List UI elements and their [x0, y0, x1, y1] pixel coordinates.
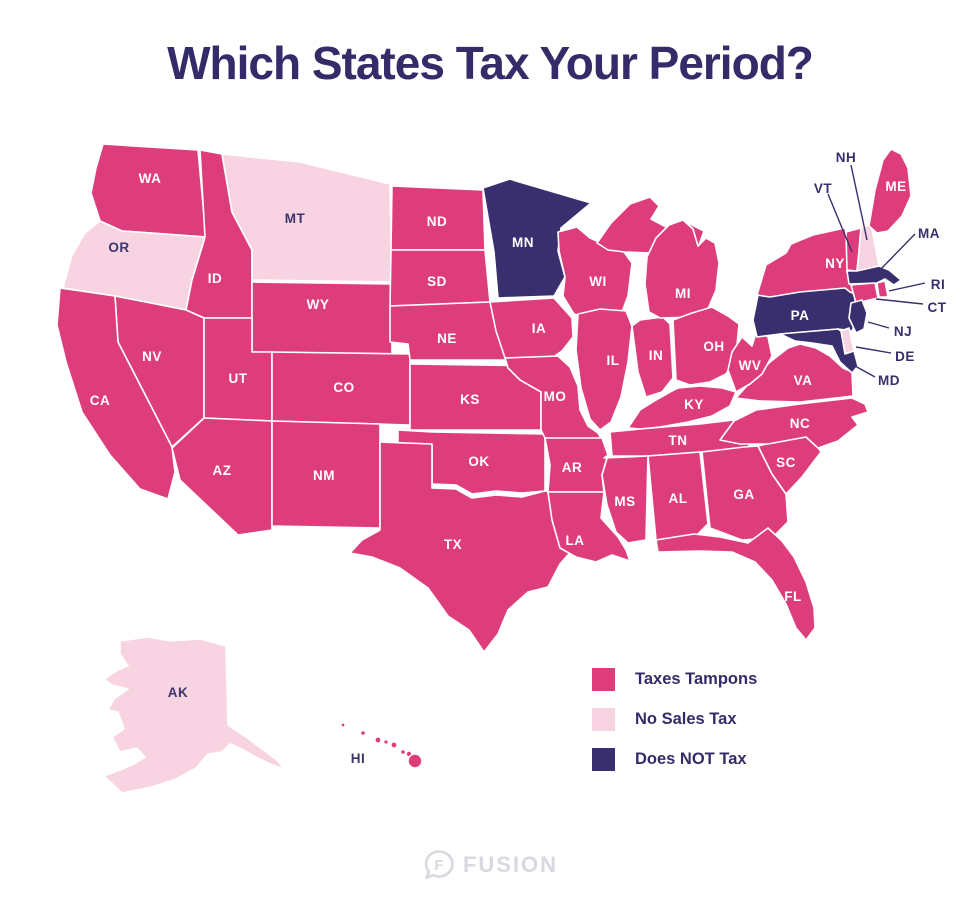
page-title: Which States Tax Your Period?: [167, 37, 814, 89]
state-label-mt: MT: [285, 211, 306, 226]
state-mt: [221, 153, 393, 283]
state-label-ut: UT: [229, 371, 248, 386]
state-ms: [601, 454, 649, 544]
state-nc: [719, 397, 869, 449]
state-ak: [103, 636, 285, 794]
legend-label-does-not-tax: Does NOT Tax: [635, 750, 747, 768]
callout-label-ri: RI: [931, 277, 946, 292]
state-label-va: VA: [794, 373, 813, 388]
state-va: [735, 343, 854, 403]
state-label-or: OR: [108, 240, 129, 255]
legend-label-taxes-tampons: Taxes Tampons: [635, 670, 758, 688]
state-ca: [56, 287, 176, 500]
state-al: [647, 451, 709, 541]
state-in: [631, 316, 674, 398]
state-md: [779, 328, 859, 374]
state-label-ny: NY: [825, 256, 845, 271]
state-label-nm: NM: [313, 468, 335, 483]
state-fl: [655, 527, 816, 641]
state-label-ar: AR: [562, 460, 583, 475]
legend-item-does-not-tax: Does NOT Tax: [592, 748, 757, 771]
state-label-in: IN: [649, 348, 664, 363]
callout-label-ct: CT: [928, 300, 947, 315]
leader-line-ct: [875, 298, 924, 305]
state-label-wa: WA: [139, 171, 162, 186]
state-label-ky: KY: [684, 397, 704, 412]
state-label-ks: KS: [460, 392, 480, 407]
state-label-mi: MI: [675, 286, 691, 301]
state-label-wv: WV: [739, 358, 762, 373]
callout-label-nj: NJ: [894, 324, 912, 339]
leader-line-ma: [877, 233, 916, 273]
state-la: [547, 491, 631, 563]
legend-swatch-does-not-tax: [592, 748, 615, 771]
state-nj: [848, 299, 868, 334]
state-label-il: IL: [607, 353, 620, 368]
state-label-hi: HI: [351, 751, 366, 766]
state-label-nc: NC: [790, 416, 811, 431]
state-ia: [489, 297, 574, 359]
state-label-al: AL: [669, 491, 688, 506]
state-label-id: ID: [208, 271, 223, 286]
legend-item-no-sales-tax: No Sales Tax: [592, 708, 757, 731]
state-label-oh: OH: [703, 339, 724, 354]
state-label-la: LA: [566, 533, 585, 548]
leader-line-vt: [827, 193, 853, 253]
leader-line-de: [855, 346, 892, 354]
state-mn: [482, 178, 592, 299]
fusion-logo: F FUSION: [0, 848, 980, 882]
state-label-co: CO: [333, 380, 354, 395]
state-label-mn: MN: [512, 235, 534, 250]
state-label-fl: FL: [784, 589, 802, 604]
callout-label-md: MD: [878, 373, 900, 388]
state-label-nv: NV: [142, 349, 162, 364]
callout-label-de: DE: [895, 349, 915, 364]
callout-label-ma: MA: [918, 226, 940, 241]
state-label-me: ME: [885, 179, 906, 194]
state-label-ia: IA: [532, 321, 547, 336]
state-label-sd: SD: [427, 274, 447, 289]
leader-line-nj: [867, 321, 890, 329]
state-label-ms: MS: [614, 494, 635, 509]
state-il: [575, 308, 633, 431]
state-wy: [251, 281, 393, 355]
state-label-wy: WY: [307, 297, 330, 312]
svg-text:F: F: [434, 857, 443, 874]
fusion-logo-icon: F: [424, 850, 454, 880]
state-label-wi: WI: [589, 274, 607, 289]
state-ri: [876, 280, 889, 298]
state-label-ne: NE: [437, 331, 457, 346]
state-me: [868, 148, 912, 234]
legend-swatch-no-sales-tax: [592, 708, 615, 731]
state-label-sc: SC: [776, 455, 796, 470]
leader-line-ri: [888, 282, 926, 292]
legend-item-taxes-tampons: Taxes Tampons: [592, 668, 757, 691]
state-ga: [701, 445, 789, 541]
callout-label-vt: VT: [814, 181, 833, 196]
state-label-nd: ND: [427, 214, 448, 229]
state-label-ga: GA: [733, 487, 754, 502]
state-label-az: AZ: [213, 463, 232, 478]
state-label-ca: CA: [90, 393, 111, 408]
state-label-ak: AK: [168, 685, 189, 700]
leader-line-nh: [850, 164, 868, 241]
state-ct: [850, 282, 879, 304]
legend: Taxes Tampons No Sales Tax Does NOT Tax: [592, 668, 757, 771]
state-wa: [90, 143, 207, 238]
callout-label-nh: NH: [836, 150, 857, 165]
state-label-ok: OK: [468, 454, 489, 469]
state-hi: [339, 721, 423, 769]
legend-label-no-sales-tax: No Sales Tax: [635, 710, 737, 728]
state-label-tx: TX: [444, 537, 462, 552]
fusion-logo-text: FUSION: [462, 852, 559, 877]
state-mo: [504, 355, 603, 441]
state-label-tn: TN: [669, 433, 688, 448]
legend-swatch-taxes-tampons: [592, 668, 615, 691]
leader-line-md: [854, 365, 876, 378]
state-label-pa: PA: [791, 308, 810, 323]
state-tx: [349, 441, 575, 653]
state-label-mo: MO: [544, 389, 567, 404]
